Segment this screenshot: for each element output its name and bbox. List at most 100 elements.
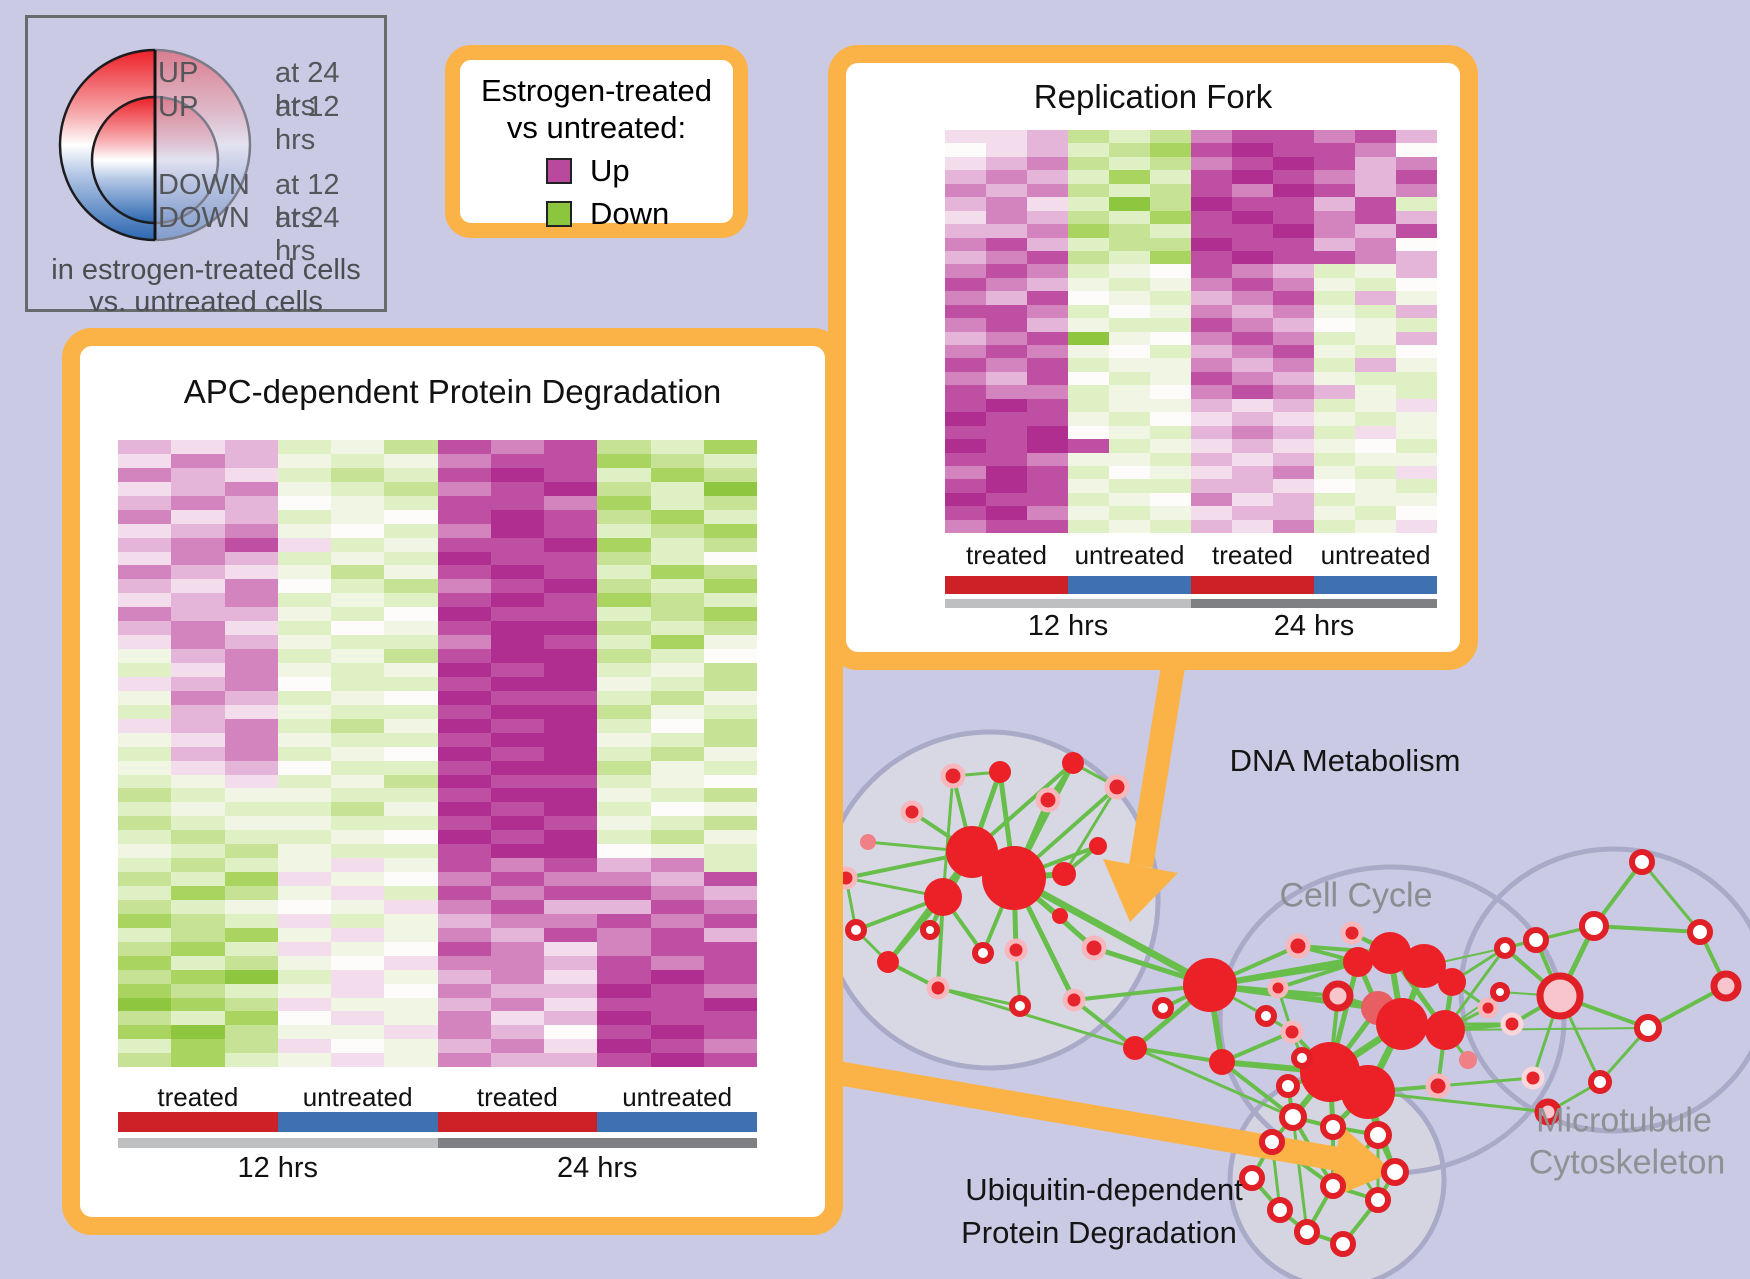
network-node-u9: [1294, 1219, 1320, 1245]
heatmap-cell: [384, 1053, 438, 1068]
heatmap-cell: [1027, 291, 1068, 305]
heatmap-cell: [331, 1025, 385, 1040]
heatmap-cell: [650, 481, 704, 496]
heatmap-row: [118, 913, 757, 928]
heatmap-cell: [171, 955, 225, 970]
heatmap-cell: [703, 718, 757, 733]
heatmap-cell: [1150, 345, 1191, 359]
heatmap-cell: [118, 858, 172, 873]
heatmap-cell: [1150, 210, 1191, 225]
heatmap-cell: [1027, 143, 1068, 157]
heatmap-cell: [331, 774, 385, 789]
network-node-c1: [1340, 921, 1364, 945]
heatmap-cell: [224, 760, 278, 775]
heatmap-cell: [703, 983, 757, 998]
heatmap-row: [118, 481, 757, 496]
heatmap-cell: [703, 830, 757, 845]
heatmap-cell: [1109, 425, 1150, 440]
heatmap-cell: [1150, 224, 1191, 238]
heatmap-cell: [118, 565, 172, 580]
heatmap-cell: [437, 732, 491, 747]
heatmap-cell: [1150, 237, 1191, 251]
heatmap-cell: [544, 830, 598, 845]
heatmap-cell: [171, 663, 225, 677]
heatmap-cell: [490, 955, 544, 970]
heatmap-cell: [1191, 250, 1232, 265]
replication-fork-panel: Replication Fork treated untreated treated…: [828, 45, 1478, 670]
legend-item-up: Up: [546, 153, 733, 189]
heatmap-cell: [224, 579, 278, 594]
heatmap-cell: [1068, 439, 1109, 453]
heatmap-cell: [171, 453, 225, 468]
heatmap-cell: [118, 886, 172, 900]
heatmap-cell: [490, 774, 544, 789]
heatmap-cell: [650, 788, 704, 803]
heatmap-cell: [1150, 506, 1191, 520]
heatmap-cell: [171, 635, 225, 650]
heatmap-cell: [1191, 210, 1232, 225]
heatmap-cell: [1396, 318, 1437, 332]
heatmap-cell: [437, 565, 491, 580]
heatmap-row: [118, 495, 757, 510]
heatmap-cell: [331, 983, 385, 998]
heatmap-row: [118, 802, 757, 817]
heatmap-cell: [171, 537, 225, 552]
updown-gradient-legend: UP at 24 hrs UP at 12 hrs DOWN at 12 hrs…: [25, 15, 387, 318]
up-24-time: at 24 hrs: [275, 57, 340, 122]
heatmap-cell: [384, 844, 438, 859]
heatmap-cell: [384, 621, 438, 636]
heatmap-cell: [1068, 130, 1109, 144]
heatmap-cell: [1314, 277, 1355, 292]
heatmap-cell: [1232, 183, 1273, 198]
heatmap-cell: [1150, 358, 1191, 372]
heatmap-cell: [1109, 170, 1150, 184]
heatmap-cell: [945, 237, 986, 251]
heatmap-cell: [986, 479, 1027, 493]
heatmap-cell: [597, 593, 651, 608]
heatmap-cell: [986, 519, 1027, 534]
heatmap-cell: [1109, 492, 1150, 507]
time-color-segment: [1191, 599, 1437, 608]
heatmap-cell: [490, 704, 544, 719]
heatmap-cell: [650, 941, 704, 956]
network-node-d7: [877, 951, 899, 973]
heatmap-cell: [544, 649, 598, 663]
network-node-c16: [1276, 1074, 1300, 1098]
heatmap-cell: [490, 997, 544, 1012]
heatmap-cell: [1109, 264, 1150, 278]
heatmap-cell: [1027, 358, 1068, 372]
heatmap-cell: [437, 899, 491, 914]
heatmap-cell: [1109, 291, 1150, 305]
heatmap-cell: [597, 649, 651, 663]
heatmap-cell: [1232, 345, 1273, 359]
heatmap-cell: [277, 899, 331, 914]
apc-title: APC-dependent Protein Degradation: [183, 373, 722, 410]
heatmap-cell: [384, 579, 438, 594]
heatmap-row: [945, 170, 1437, 184]
heatmap-cell: [277, 858, 331, 873]
heatmap-cell: [544, 481, 598, 496]
heatmap-cell: [224, 593, 278, 608]
heatmap-cell: [277, 1053, 331, 1068]
heatmap-cell: [1232, 130, 1273, 144]
apc-heatmap: [118, 440, 757, 1068]
heatmap-cell: [703, 704, 757, 719]
heatmap-cell: [544, 509, 598, 524]
heatmap-cell: [118, 816, 172, 831]
heatmap-cell: [1191, 479, 1232, 493]
heatmap-cell: [650, 1039, 704, 1054]
heatmap-cell: [1150, 291, 1191, 305]
heatmap-cell: [1027, 304, 1068, 319]
heatmap-cell: [597, 983, 651, 998]
heatmap-cell: [597, 440, 651, 454]
heatmap-row: [118, 941, 757, 956]
heatmap-cell: [490, 663, 544, 677]
heatmap-cell: [703, 649, 757, 663]
network-node-d6: [845, 919, 867, 941]
heatmap-cell: [118, 607, 172, 622]
apc-panel: APC-dependent Protein Degradation treate…: [62, 328, 843, 1235]
heatmap-cell: [331, 1011, 385, 1026]
heatmap-cell: [490, 607, 544, 622]
heatmap-cell: [331, 551, 385, 566]
heatmap-cell: [1273, 439, 1314, 453]
